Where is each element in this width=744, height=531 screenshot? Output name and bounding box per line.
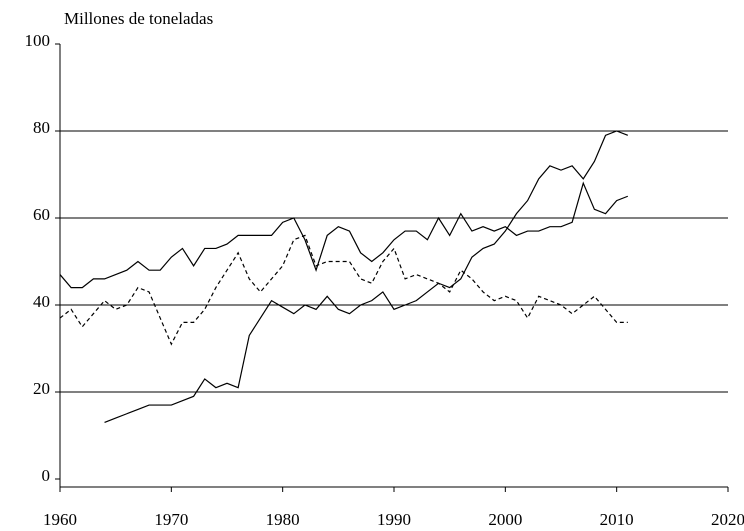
x-tick-label: 2000 — [488, 510, 522, 529]
y-axis-label: Millones de toneladas — [64, 9, 213, 28]
y-tick-label: 40 — [33, 292, 50, 311]
data-line — [104, 130, 629, 424]
x-tick-label: 1970 — [154, 510, 188, 529]
y-tick-label: 100 — [25, 31, 51, 50]
y-tick-label: 60 — [33, 205, 50, 224]
y-tick-label: 80 — [33, 118, 50, 137]
x-tick-label: 1980 — [266, 510, 300, 529]
x-tick-label: 2020 — [711, 510, 744, 529]
x-tick-label: 1960 — [43, 510, 77, 529]
data-line — [59, 181, 629, 289]
y-tick-label: 0 — [42, 466, 51, 485]
data-line — [59, 234, 628, 346]
x-tick-label: 2010 — [600, 510, 634, 529]
x-tick-label: 1990 — [377, 510, 411, 529]
y-tick-label: 20 — [33, 379, 50, 398]
